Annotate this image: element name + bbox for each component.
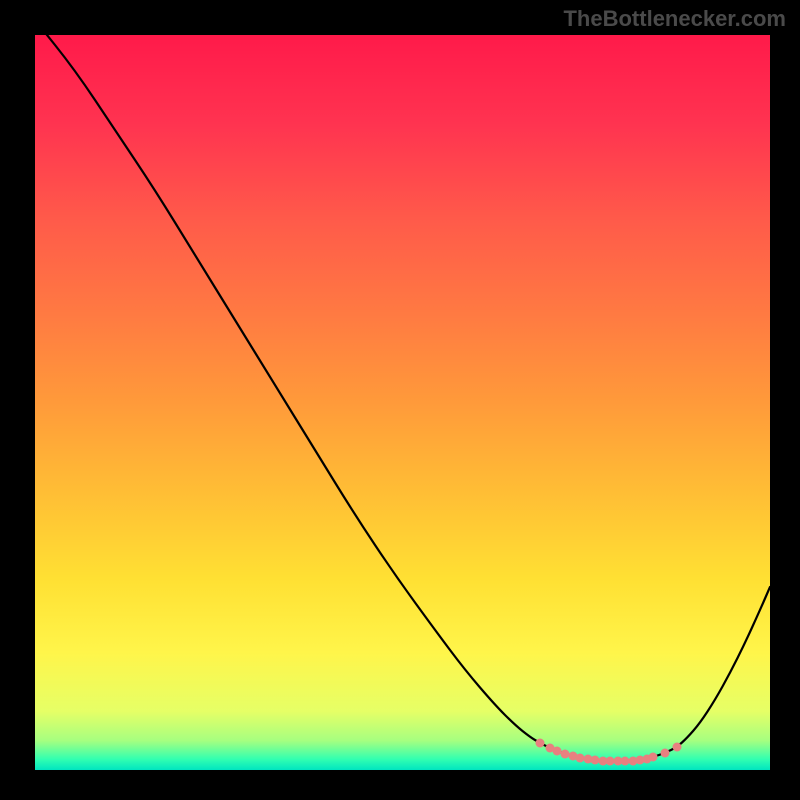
chart-container: TheBottlenecker.com <box>0 0 800 800</box>
plot-area <box>35 35 770 770</box>
curve-marker <box>661 749 670 758</box>
curve-marker <box>673 743 682 752</box>
curve-marker <box>649 753 658 762</box>
marker-layer <box>35 35 770 770</box>
curve-marker <box>536 739 545 748</box>
watermark-text: TheBottlenecker.com <box>563 6 786 32</box>
